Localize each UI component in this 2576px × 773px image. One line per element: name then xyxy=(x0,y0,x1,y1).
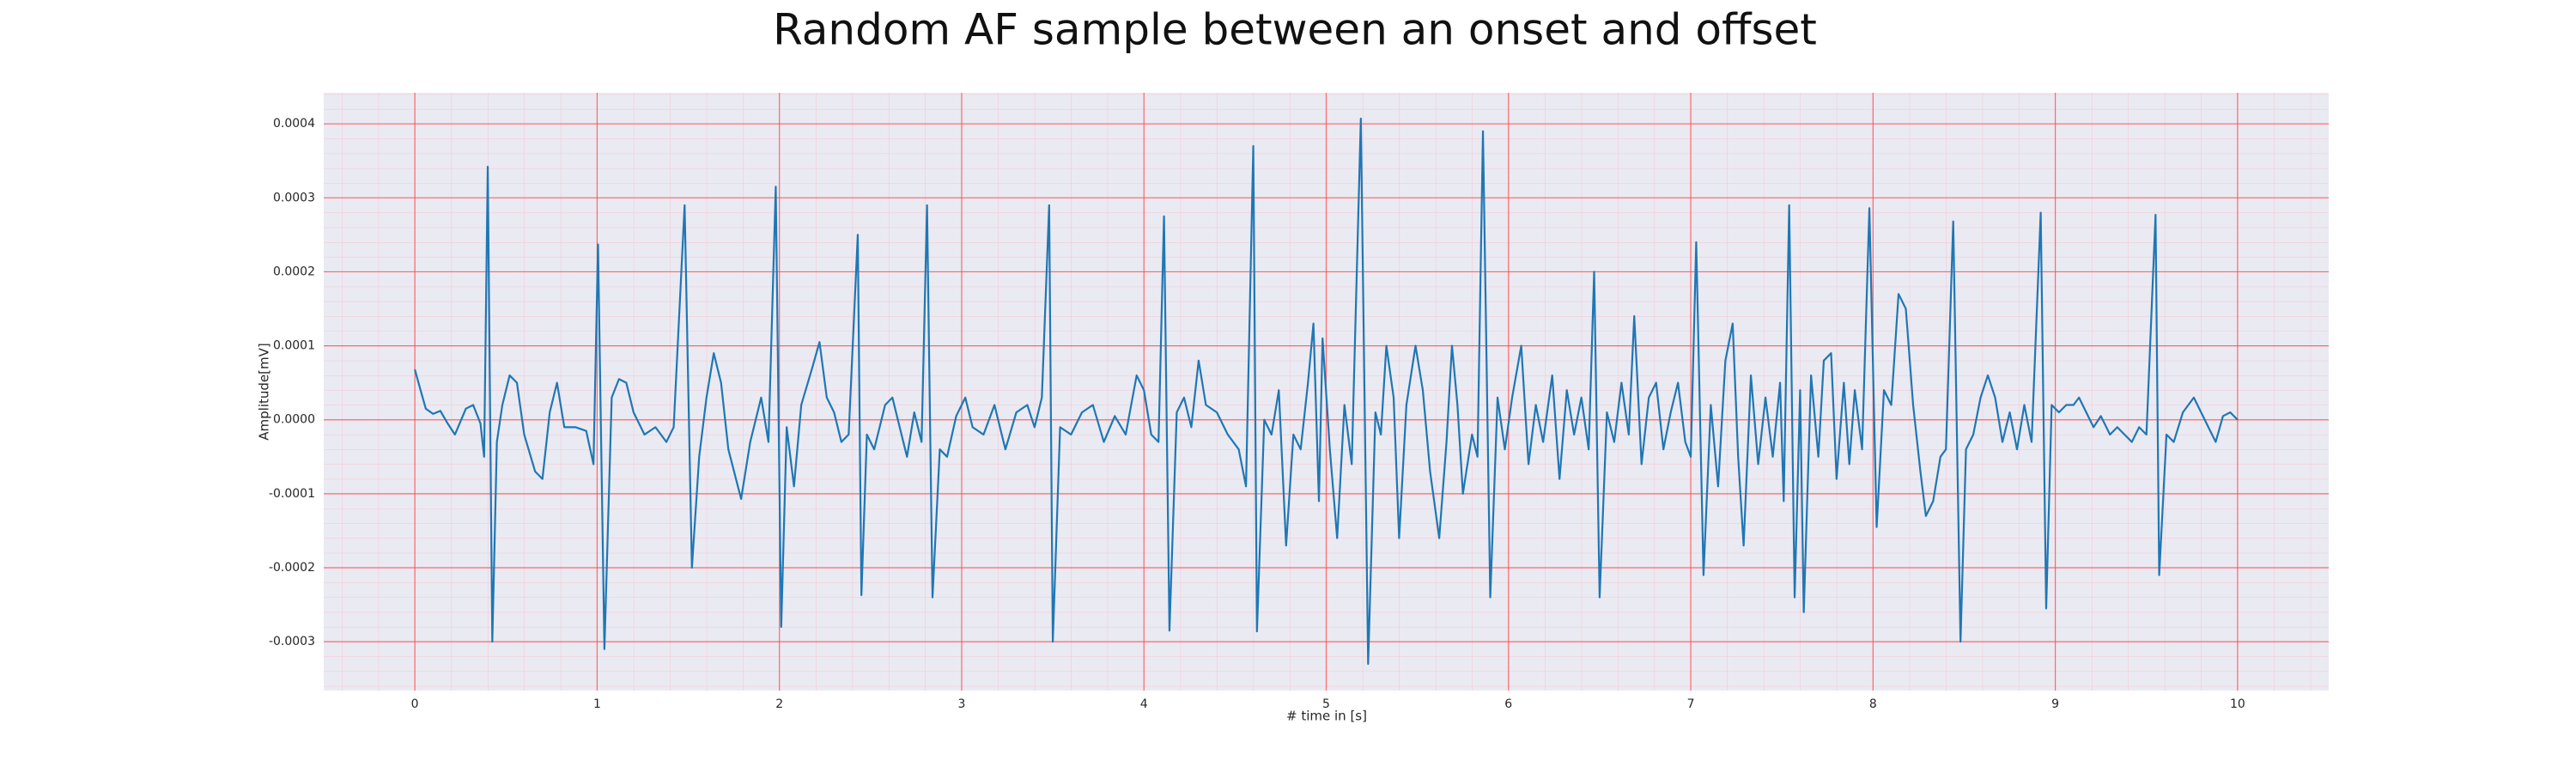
y-tick-label: 0.0001 xyxy=(273,339,315,353)
x-tick-label: 9 xyxy=(2051,697,2059,711)
signal-line xyxy=(414,118,2239,666)
y-tick-label: -0.0003 xyxy=(269,635,315,648)
x-tick-label: 3 xyxy=(957,697,965,711)
grid xyxy=(324,93,2329,691)
labels: 0 1 2 3 4 5 6 7 8 9 10 -0.0003 -0.0002 -0.0001 0.0000 0… xyxy=(269,117,2245,711)
y-axis-label: Amplitude[mV] xyxy=(257,343,272,440)
x-axis-label: # time in [s] xyxy=(1286,709,1367,724)
y-tick-label: 0.0000 xyxy=(273,413,315,427)
y-tick-label: -0.0001 xyxy=(269,487,315,501)
x-tick-label: 7 xyxy=(1687,697,1695,711)
chart-title: Random AF sample between an onset and of… xyxy=(773,5,1817,55)
x-tick-label: 5 xyxy=(1322,697,1330,711)
x-tick-label: 10 xyxy=(2230,697,2245,711)
x-tick-label: 1 xyxy=(593,697,601,711)
x-tick-label: 2 xyxy=(775,697,783,711)
x-tick-label: 8 xyxy=(1869,697,1877,711)
x-tick-label: 4 xyxy=(1140,697,1148,711)
y-tick-label: -0.0002 xyxy=(269,561,315,575)
y-tick-label: 0.0004 xyxy=(273,117,315,131)
y-tick-label: 0.0002 xyxy=(273,265,315,278)
x-tick-label: 6 xyxy=(1504,697,1512,711)
lines xyxy=(414,118,2239,666)
x-tick-label: 0 xyxy=(411,697,419,711)
y-tick-label: 0.0003 xyxy=(273,191,315,204)
